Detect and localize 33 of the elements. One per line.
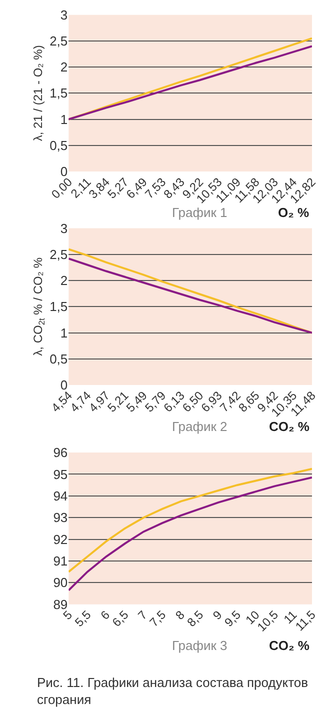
y-tick-label: 0,5 xyxy=(50,351,68,366)
y-axis-title: λ, 21 / (21 - O₂ %) xyxy=(30,45,45,142)
y-tick-label: 94 xyxy=(53,488,68,504)
y-tick-label: 90 xyxy=(53,575,68,590)
x-axis-title: O₂ % xyxy=(278,205,310,220)
y-tick-label: 0 xyxy=(60,378,68,393)
text: График 1 xyxy=(172,205,228,220)
y-tick-label: 2 xyxy=(60,60,68,75)
y-tick-label: 2,5 xyxy=(50,246,68,262)
line-series xyxy=(68,468,312,573)
y-tick-label: 92 xyxy=(53,532,68,547)
y-tick-label: 1 xyxy=(60,112,68,127)
text: График 3 xyxy=(172,638,228,653)
y-tick-label: 3 xyxy=(60,7,68,22)
y-tick-label: 93 xyxy=(53,510,68,526)
y-tick-label: 0,5 xyxy=(50,138,68,153)
y-tick-label: 95 xyxy=(53,466,68,482)
x-axis-title: CO₂ % xyxy=(269,638,310,653)
y-tick-label: 1,5 xyxy=(50,299,68,314)
y-tick-label: 2,5 xyxy=(50,33,68,48)
y-tick-label: 96 xyxy=(53,445,68,460)
y-tick-label: 91 xyxy=(53,554,68,569)
y-tick-label: 89 xyxy=(53,596,68,612)
x-axis-title: CO₂ % xyxy=(269,419,310,434)
line-series xyxy=(68,476,312,592)
y-tick-label: 3 xyxy=(60,220,68,236)
y-tick-label: 1 xyxy=(60,325,68,340)
y-tick-label: 0 xyxy=(60,164,68,180)
text: Рис. 11. Графики анализа состава продуктов сгорания xyxy=(37,675,308,707)
x-tick-label: 5,5 xyxy=(72,608,94,630)
y-tick-label: 1,5 xyxy=(50,86,68,101)
y-tick-label: 2 xyxy=(60,273,68,288)
text: График 2 xyxy=(172,419,228,434)
